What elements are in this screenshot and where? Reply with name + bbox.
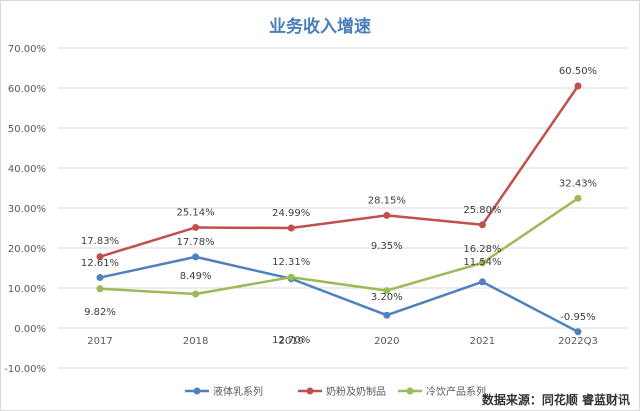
data-point	[96, 253, 104, 261]
data-label: 12.31%	[272, 257, 310, 268]
legend-label: 冷饮产品系列	[426, 385, 486, 398]
x-tick-label: 2020	[374, 336, 399, 347]
data-point	[574, 82, 582, 90]
legend-label: 奶粉及奶制品	[326, 385, 386, 398]
data-label: 12.61%	[81, 258, 119, 269]
data-point	[478, 221, 486, 229]
data-label: 3.20%	[371, 292, 403, 303]
legend-swatch-marker	[406, 387, 414, 395]
data-point	[192, 223, 200, 231]
data-label: 60.50%	[559, 66, 597, 77]
data-label: 12.70%	[272, 335, 310, 346]
legend-swatch-marker	[306, 387, 314, 395]
data-label: 24.99%	[272, 208, 310, 219]
data-point	[192, 290, 200, 298]
x-tick-label: 2022Q3	[558, 336, 598, 347]
y-tick-label: 30.00%	[8, 204, 46, 215]
data-label: 8.49%	[180, 271, 212, 282]
data-point	[287, 273, 295, 281]
data-label: 9.35%	[371, 241, 403, 252]
data-labels: 12.61% 17.78% 12.31% 3.20% 11.54% -0.95% 17.83…	[81, 66, 597, 346]
y-tick-label: 0.00%	[14, 324, 46, 335]
data-point	[96, 274, 104, 282]
legend: 液体乳系列 奶粉及奶制品 冷饮产品系列	[185, 385, 486, 398]
x-tick-label: 2018	[183, 336, 208, 347]
data-point	[383, 287, 391, 295]
data-point	[96, 285, 104, 293]
series-line-2	[99, 85, 580, 258]
data-label: 32.43%	[559, 178, 597, 189]
y-tick-label: -10.00%	[4, 364, 46, 375]
data-point	[478, 259, 486, 267]
data-point	[383, 311, 391, 319]
chart-title: 业务收入增速	[269, 16, 371, 37]
data-point	[192, 253, 200, 261]
data-point	[287, 224, 295, 232]
data-label: 9.82%	[84, 307, 116, 318]
x-axis-ticks: 2017 2018 2019 2020 2021 2022Q3	[87, 336, 598, 347]
data-label: -0.95%	[560, 312, 595, 323]
y-tick-label: 50.00%	[8, 124, 46, 135]
data-label: 11.54%	[463, 257, 501, 268]
data-label: 25.14%	[177, 207, 215, 218]
data-point	[383, 211, 391, 219]
y-tick-label: 20.00%	[8, 244, 46, 255]
x-tick-label: 2019	[278, 336, 303, 347]
data-point	[574, 328, 582, 336]
legend-label: 液体乳系列	[213, 385, 263, 398]
series-line-3	[99, 197, 579, 296]
data-label: 16.28%	[463, 244, 501, 255]
data-label: 17.78%	[177, 237, 215, 248]
data-label: 28.15%	[368, 195, 406, 206]
y-tick-label: 60.00%	[8, 84, 46, 95]
y-axis-ticks: -10.00% 0.00% 10.00% 20.00% 30.00% 40.00% 50.0…	[4, 44, 46, 375]
data-label: 17.83%	[81, 236, 119, 247]
series-line-1	[99, 255, 579, 333]
source-note: 数据来源：同花顺 睿蓝财讯	[482, 392, 630, 407]
data-point	[574, 194, 582, 202]
series-layer	[96, 82, 582, 336]
x-tick-label: 2021	[470, 336, 495, 347]
y-tick-label: 40.00%	[8, 164, 46, 175]
legend-swatch-marker	[193, 387, 201, 395]
x-tick-label: 2017	[87, 336, 112, 347]
y-tick-label: 70.00%	[8, 44, 46, 55]
data-point	[478, 278, 486, 286]
y-tick-label: 10.00%	[8, 284, 46, 295]
data-label: 25.80%	[463, 205, 501, 216]
gridlines	[58, 47, 628, 369]
